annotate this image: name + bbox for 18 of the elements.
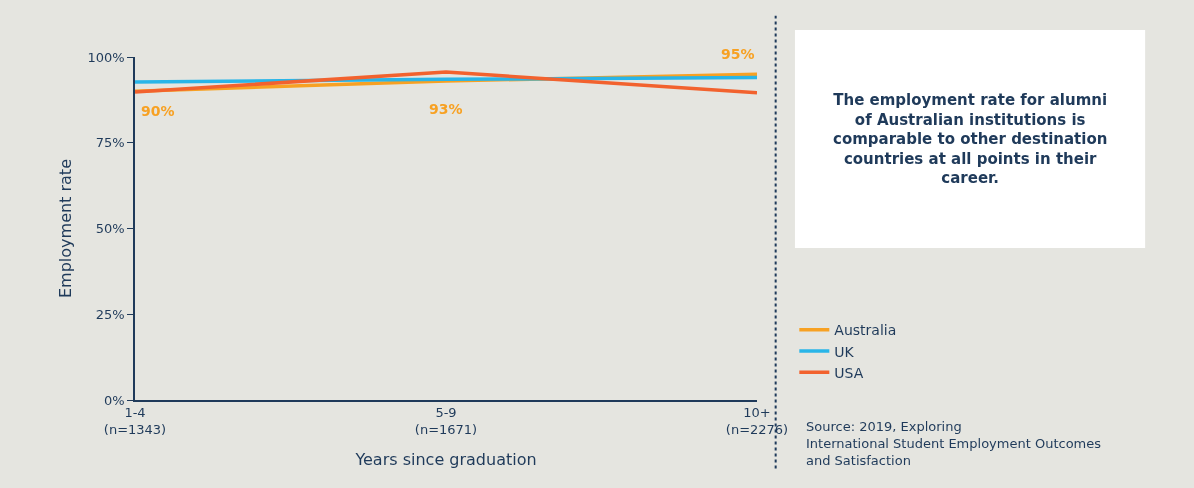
y-tick-label: 50% [95, 221, 125, 237]
y-tick-label: 0% [104, 392, 125, 408]
legend-label: USA [834, 364, 864, 381]
y-tick-label: 100% [87, 49, 125, 65]
source-note: Source: 2019, Exploring International Student Employment Outcomes and Satisfaction [806, 419, 1102, 468]
text: The employment rate for alumni of Australian institutions is comparable to other destination countries at all points in their career. [833, 91, 1108, 187]
x-tick-label: 1-4 (n=1343) [103, 405, 167, 438]
data-label: 93% [429, 101, 463, 117]
x-axis-title: Years since graduation [354, 450, 537, 470]
legend-label: Australia [834, 322, 897, 339]
x-tick-label: 5-9 (n=1671) [414, 405, 478, 438]
y-axis-title: Employment rate [55, 159, 75, 298]
y-tick-label: 25% [95, 306, 125, 322]
data-label: 90% [141, 103, 175, 119]
data-label: 95% [721, 46, 755, 62]
y-tick-label: 75% [95, 135, 125, 151]
legend-label: UK [834, 343, 855, 360]
x-tick-label: 10+ (n=2276) [725, 405, 789, 438]
